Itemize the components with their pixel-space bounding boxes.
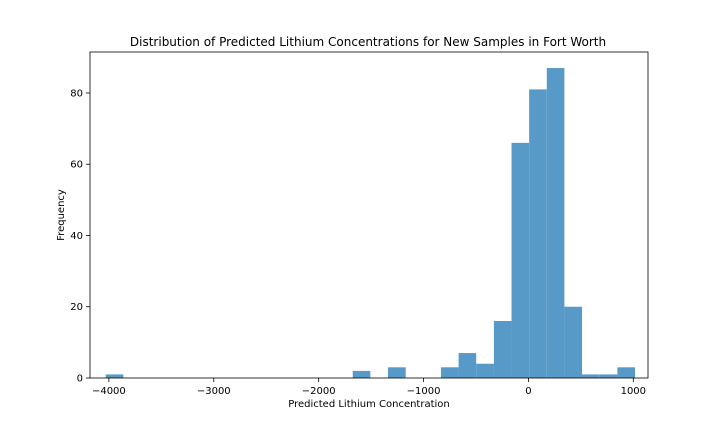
plot-frame xyxy=(89,51,649,379)
chart-title: Distribution of Predicted Lithium Concen… xyxy=(130,35,606,49)
histogram-bar-0 xyxy=(105,374,124,378)
histogram-bar-13 xyxy=(617,367,635,378)
y-tick-label: 0 xyxy=(77,374,83,385)
x-axis: −4000 −3000 −2000 −1000 0 1000 xyxy=(92,378,646,397)
y-axis-label: Frequency xyxy=(56,189,67,241)
y-tick-label: 60 xyxy=(70,160,83,171)
x-tick-label: −1000 xyxy=(407,386,441,397)
histogram-bar-5 xyxy=(476,363,494,378)
histogram-bar-7 xyxy=(511,142,530,378)
histogram-bars xyxy=(105,68,635,379)
x-tick-label: 0 xyxy=(525,386,531,397)
histogram-bar-4 xyxy=(458,353,477,378)
histogram-bar-12 xyxy=(599,374,618,378)
histogram-bar-11 xyxy=(582,374,600,378)
histogram-bar-10 xyxy=(564,306,583,378)
histogram-bar-6 xyxy=(493,320,512,378)
x-axis-label: Predicted Lithium Concentration xyxy=(288,399,450,410)
histogram-bar-3 xyxy=(440,367,459,378)
x-tick-label: −2000 xyxy=(302,386,336,397)
x-tick-label: −4000 xyxy=(92,386,126,397)
x-tick-label: 1000 xyxy=(621,386,646,397)
histogram-bar-8 xyxy=(529,89,547,378)
y-tick-label: 80 xyxy=(70,88,83,99)
histogram-bar-1 xyxy=(352,370,371,378)
histogram-bar-9 xyxy=(546,68,565,379)
histogram-bar-2 xyxy=(387,367,406,378)
y-axis: 0 20 40 60 80 xyxy=(70,88,90,385)
y-tick-label: 20 xyxy=(70,302,83,313)
y-tick-label: 40 xyxy=(70,231,83,242)
x-tick-label: −3000 xyxy=(197,386,231,397)
